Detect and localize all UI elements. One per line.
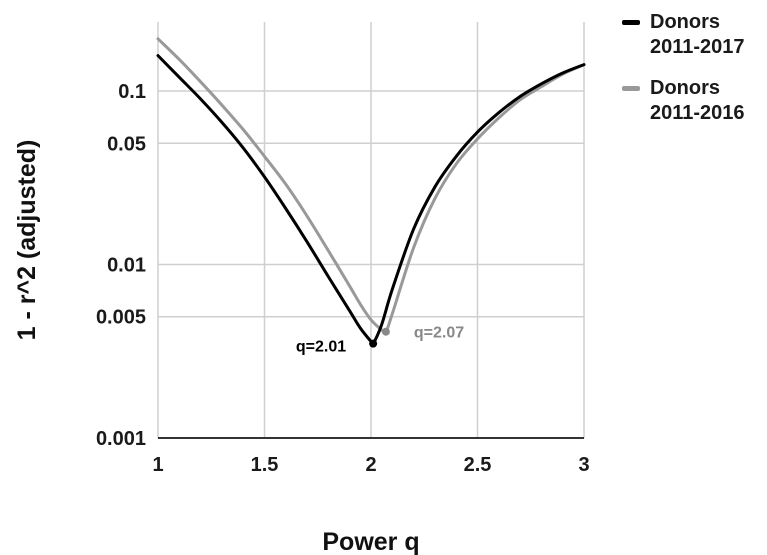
x-axis-title: Power q	[322, 528, 419, 555]
minimum-marker	[369, 339, 378, 348]
legend-swatch	[622, 86, 640, 91]
annotation-layer: q=2.01 q=2.07	[296, 325, 464, 356]
x-tick-label: 1.5	[251, 454, 279, 476]
minimum-label: q=2.07	[414, 325, 464, 342]
grid	[157, 22, 585, 439]
x-tick-label: 2	[365, 454, 376, 476]
y-tick-label: 0.001	[96, 428, 146, 450]
legend-item-donors-2011-2017: Donors 2011-2017	[620, 10, 767, 60]
x-tick-label: 1	[152, 454, 163, 476]
legend: Donors 2011-2017 Donors 2011-2016	[620, 10, 767, 142]
y-tick-label: 0.005	[96, 307, 146, 329]
y-tick-label: 0.1	[118, 81, 146, 103]
legend-item-donors-2011-2016: Donors 2011-2016	[620, 76, 767, 126]
minimum-label: q=2.01	[296, 339, 346, 356]
x-tick-label: 2.5	[464, 454, 492, 476]
x-tick-label: 3	[578, 454, 589, 476]
y-axis-title: 1 - r^2 (adjusted)	[13, 140, 41, 341]
legend-swatch	[622, 20, 640, 25]
minimum-marker	[381, 327, 390, 336]
series-line-donors-2011-2016	[156, 37, 586, 335]
legend-label: Donors 2011-2016	[650, 77, 745, 124]
tick-layer: 1 1.5 2 2.5 3 0.001 0.005 0.01 0.05 0.1	[96, 81, 590, 476]
y-tick-label: 0.01	[107, 255, 146, 277]
y-tick-label: 0.05	[107, 133, 146, 155]
legend-label: Donors 2011-2017	[650, 11, 745, 58]
